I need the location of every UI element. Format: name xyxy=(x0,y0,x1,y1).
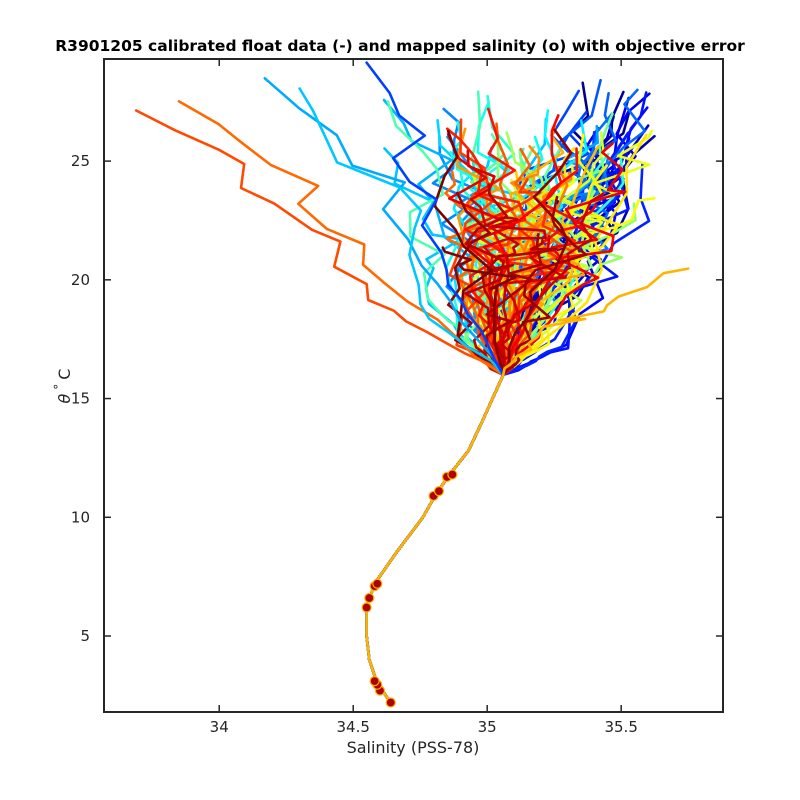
x-tick-label: 35.5 xyxy=(604,718,637,736)
x-tick-label: 34 xyxy=(210,718,229,736)
y-tick-label: 25 xyxy=(71,152,90,170)
mapped-salinity-point xyxy=(364,592,375,604)
mapped-salinity-point xyxy=(369,676,380,687)
mapped-salinity-markers xyxy=(361,469,458,708)
y-tick-label: 15 xyxy=(71,390,90,408)
mapped-salinity-point xyxy=(433,486,445,497)
mapped-salinity-point xyxy=(372,578,383,589)
y-tick-label: 20 xyxy=(71,271,90,289)
profile-line xyxy=(365,267,690,704)
y-tick-label: 10 xyxy=(71,508,90,526)
chart-title: R3901205 calibrated float data (-) and m… xyxy=(55,37,745,55)
y-axis-label-degree: ° xyxy=(52,384,66,390)
y-axis: 5 10 15 20 25 xyxy=(71,152,723,645)
x-tick-label: 34.5 xyxy=(337,718,370,736)
y-axis-label-symbol: θ xyxy=(55,393,74,403)
mapped-salinity-point xyxy=(385,697,396,708)
mapped-salinity-point xyxy=(447,469,458,480)
x-axis-label: Salinity (PSS-78) xyxy=(347,738,480,757)
y-axis-label-unit: C xyxy=(55,369,74,380)
y-tick-label: 5 xyxy=(80,627,90,645)
mapped-salinity-point xyxy=(361,602,372,613)
y-axis-label: θ ° C xyxy=(52,369,74,404)
x-tick-label: 35 xyxy=(478,718,497,736)
axes-box xyxy=(103,58,724,713)
plot-area xyxy=(104,59,723,712)
x-axis: 34 34.5 35 35.5 xyxy=(210,59,638,736)
